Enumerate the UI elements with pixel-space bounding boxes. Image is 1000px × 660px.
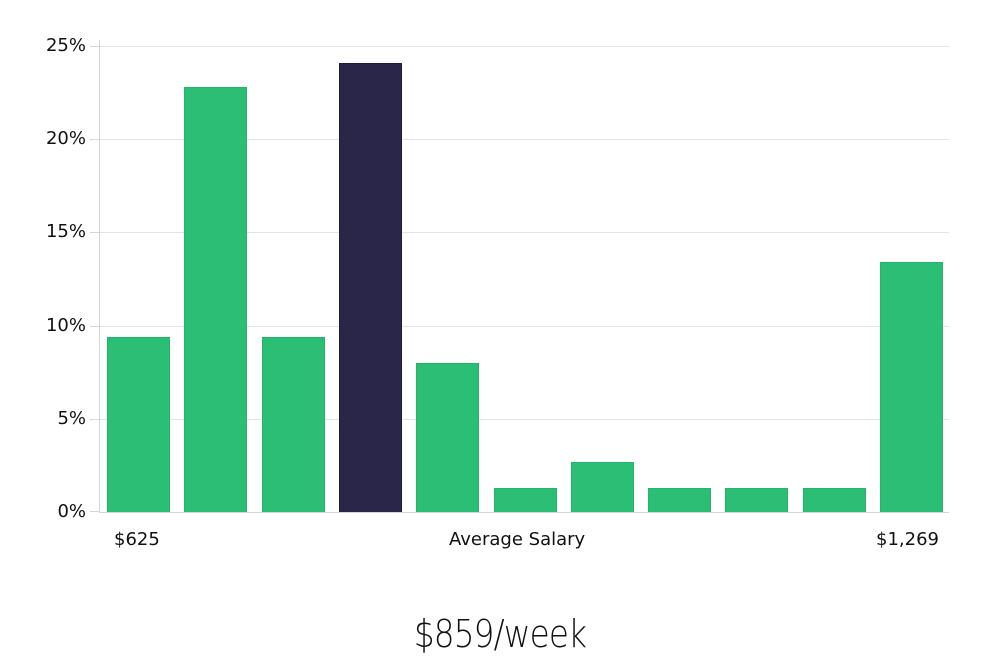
- average-salary-headline: $859/week: [413, 612, 587, 656]
- y-axis-line: [99, 40, 100, 512]
- bar: [725, 487, 789, 512]
- y-tick-label-5: 5%: [57, 408, 86, 429]
- y-tick: [90, 419, 99, 420]
- gridline-5: [99, 419, 949, 420]
- bar: [880, 262, 943, 512]
- gridline-20: [99, 139, 949, 140]
- y-tick-label-15: 15%: [45, 221, 86, 242]
- y-tick: [90, 139, 99, 140]
- bar-chart-plot-area: [90, 40, 949, 513]
- bar-highlighted: [338, 62, 402, 512]
- x-axis-title: Average Salary: [449, 529, 586, 550]
- y-tick: [90, 232, 99, 233]
- bar: [493, 487, 557, 512]
- bar: [416, 362, 480, 512]
- x-min-label: $625: [114, 529, 160, 550]
- bar: [107, 336, 170, 512]
- x-axis-line: [99, 512, 949, 513]
- bar: [184, 87, 248, 512]
- y-tick-label-0: 0%: [57, 501, 86, 522]
- y-tick-label-10: 10%: [45, 315, 86, 336]
- bar: [570, 461, 634, 512]
- bar: [261, 336, 325, 512]
- gridline-25: [99, 46, 949, 47]
- y-tick: [90, 326, 99, 327]
- y-tick: [90, 511, 99, 512]
- gridline-15: [99, 232, 949, 233]
- gridline-10: [99, 326, 949, 327]
- y-tick: [90, 46, 99, 47]
- bar: [648, 487, 712, 512]
- y-tick-label-25: 25%: [45, 35, 86, 56]
- bar: [802, 487, 866, 512]
- y-tick-label-20: 20%: [45, 128, 86, 149]
- x-max-label: $1,269: [876, 529, 939, 550]
